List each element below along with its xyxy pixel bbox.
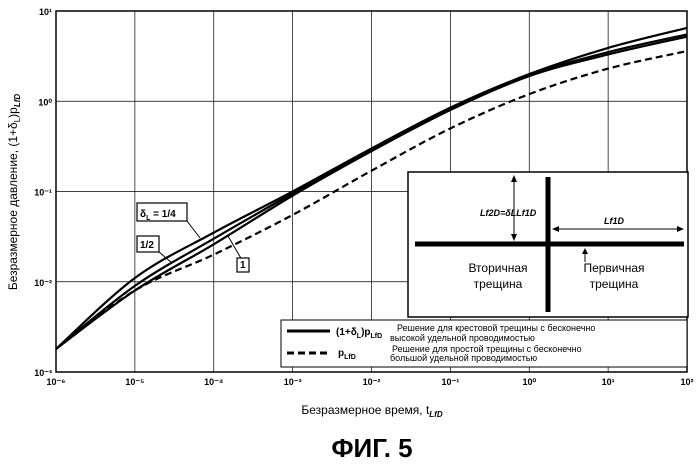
inset-dim-right-label: Lf1D bbox=[604, 216, 625, 226]
annotation-label: 1/2 bbox=[140, 240, 154, 251]
x-tick-label: 10⁻³ bbox=[284, 377, 302, 387]
x-tick-label: 10⁻⁴ bbox=[204, 377, 223, 387]
annotation-leader bbox=[187, 221, 200, 238]
x-tick-label: 10⁻¹ bbox=[441, 377, 459, 387]
legend-text-2b: большой удельной проводимостью bbox=[390, 353, 537, 363]
y-tick-label: 10⁻³ bbox=[34, 368, 52, 378]
inset-schematic: Lf2D=δLLf1D Lf1D Вторичная трещина Перви… bbox=[408, 172, 688, 317]
y-tick-label: 10⁻¹ bbox=[34, 188, 52, 198]
y-tick-label: 10¹ bbox=[39, 7, 52, 17]
annotation-label: 1 bbox=[240, 260, 246, 271]
inset-primary-label-1: Первичная bbox=[583, 261, 644, 275]
series-annotations: δL = 1/41/21 bbox=[137, 203, 249, 272]
x-tick-label: 10¹ bbox=[602, 377, 615, 387]
x-tick-label: 10² bbox=[680, 377, 693, 387]
y-tick-label: 10⁻² bbox=[34, 278, 52, 288]
legend-text-1b: высокой удельной проводимостью bbox=[390, 333, 535, 343]
x-tick-label: 10⁻⁵ bbox=[125, 377, 144, 387]
x-tick-label: 10⁻² bbox=[363, 377, 381, 387]
x-tick-label: 10⁻⁶ bbox=[47, 377, 66, 387]
inset-secondary-label-1: Вторичная bbox=[468, 261, 527, 275]
y-axis-label: Безразмерное давление, (1+δL)pLfD bbox=[6, 94, 22, 291]
inset-dim-left-label: Lf2D=δLLf1D bbox=[480, 208, 537, 218]
x-tick-label: 10⁰ bbox=[522, 377, 536, 387]
inset-secondary-label-2: трещина bbox=[474, 277, 523, 291]
inset-primary-label-2: трещина bbox=[590, 277, 639, 291]
x-axis-label: Безразмерное время, tLfD bbox=[301, 403, 442, 419]
y-tick-label: 10⁰ bbox=[38, 97, 52, 107]
legend: (1+δL)pLfD Решение для крестовой трещины… bbox=[281, 320, 687, 367]
figure-caption: ФИГ. 5 bbox=[331, 433, 412, 463]
legend-text-1a: Решение для крестовой трещины с бесконеч… bbox=[397, 323, 595, 333]
